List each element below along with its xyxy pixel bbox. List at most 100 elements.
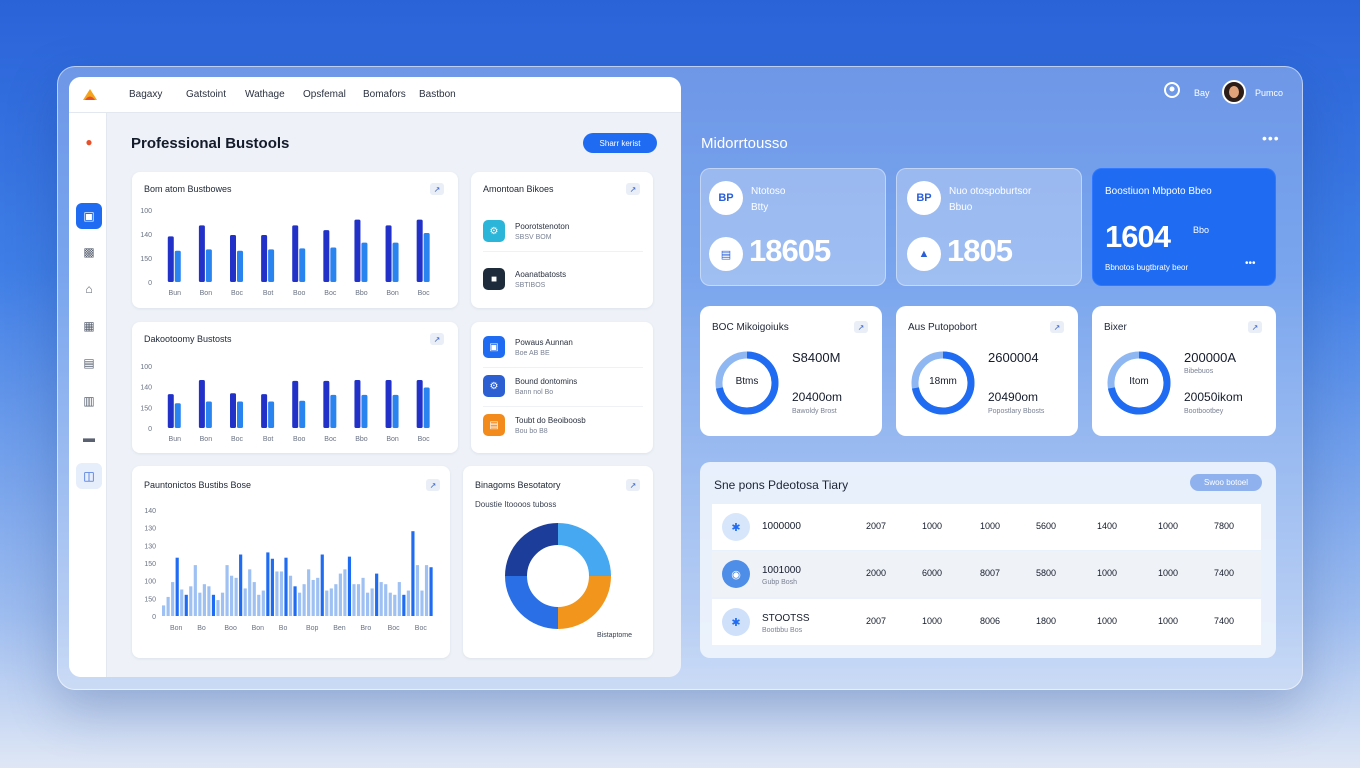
- notification-icon[interactable]: [1162, 80, 1182, 104]
- nav-item-6[interactable]: Bastbon: [419, 89, 456, 100]
- list-card-1: Amontoan Bikoes ↗ ⚙ Poorotstenoton SBSV …: [471, 172, 653, 308]
- primary-action-button[interactable]: Sharr kerist: [583, 133, 657, 153]
- bar: [198, 380, 205, 428]
- bar: [198, 225, 205, 282]
- bar: [174, 403, 181, 428]
- ring-progress: [1107, 351, 1171, 415]
- more-icon[interactable]: •••: [1245, 258, 1256, 269]
- card-icon[interactable]: ▬: [83, 431, 95, 445]
- nav-item-3[interactable]: Wathage: [245, 89, 285, 100]
- bar: [375, 573, 379, 616]
- stat-sub: Btty: [751, 202, 769, 213]
- table-row[interactable]: ✱ STOOTSS Bootbbu Bos 2007 1000 8006 180…: [712, 599, 1261, 645]
- table-action-button[interactable]: Swoo botoel: [1190, 474, 1262, 491]
- dashboard-icon[interactable]: ▣: [76, 203, 102, 229]
- page-title: Professional Bustools: [131, 135, 290, 152]
- stat-card-2[interactable]: BP Nuo otospoburtsor Bbuo ▲ 1805: [896, 168, 1082, 286]
- bar: [292, 225, 299, 282]
- bar: [284, 557, 288, 616]
- list-item[interactable]: ▣ Powaus Aunnan Boe AB BE: [483, 328, 643, 368]
- bar: [288, 575, 293, 616]
- list-1-title: Amontoan Bikoes: [483, 184, 554, 194]
- bar: [392, 394, 399, 428]
- x-tick-label: Bro: [360, 625, 371, 632]
- list-item[interactable]: ■ Aoanatbatosts SBTIBOS: [483, 260, 643, 300]
- expand-icon[interactable]: ↗: [430, 183, 444, 195]
- expand-icon[interactable]: ↗: [1050, 321, 1064, 333]
- ring-center-label: Btms: [735, 376, 759, 387]
- chart-1-title: Bom atom Bustbowes: [144, 184, 232, 194]
- bar: [316, 577, 320, 616]
- expand-icon[interactable]: ↗: [626, 183, 640, 195]
- bar: [230, 234, 236, 282]
- nav-item-1[interactable]: Bagaxy: [129, 89, 163, 100]
- x-tick-label: Boc: [231, 436, 244, 443]
- bar: [302, 584, 306, 616]
- cell: 1400: [1097, 521, 1118, 531]
- y-tick-label: 0: [152, 614, 156, 621]
- gallery-icon[interactable]: ▦: [83, 319, 95, 333]
- list-card-2: ▣ Powaus Aunnan Boe AB BE ⚙ Bound dontom…: [471, 322, 653, 453]
- bar: [257, 594, 261, 616]
- x-tick-label: Bot: [263, 436, 274, 443]
- folder-icon[interactable]: ▤: [83, 356, 95, 370]
- ring-value-1: 200000A: [1184, 350, 1237, 365]
- brand-icon[interactable]: ●: [85, 135, 93, 149]
- bar: [423, 387, 430, 428]
- nav-item-2[interactable]: Gatstoint: [186, 89, 227, 100]
- expand-icon[interactable]: ↗: [854, 321, 868, 333]
- apps-icon[interactable]: ◫: [76, 463, 102, 489]
- stat-sub: Bbuo: [949, 202, 973, 213]
- home-icon[interactable]: ⌂: [85, 282, 93, 296]
- x-tick-label: Ben: [333, 625, 346, 632]
- more-icon[interactable]: •••: [1262, 130, 1280, 146]
- expand-icon[interactable]: ↗: [1248, 321, 1262, 333]
- top-nav: Bagaxy Gatstoint Wathage Opsfemal Bomafo…: [69, 77, 681, 113]
- bar: [411, 531, 415, 616]
- list-item[interactable]: ⚙ Bound dontomins Bann nol Bo: [483, 367, 643, 407]
- bar: [174, 250, 181, 282]
- ring-card-1[interactable]: BOC Mikoigoiuks ↗ Btms S8400M 20400om Ba…: [700, 306, 882, 436]
- brand-logo-icon[interactable]: [81, 87, 99, 103]
- list-item-sub: Bann nol Bo: [515, 389, 554, 396]
- section-title: Midorrtousso: [701, 135, 788, 152]
- bar: [406, 590, 410, 616]
- inbox-icon[interactable]: ▩: [83, 245, 95, 259]
- donut-slice: [505, 575, 559, 629]
- x-tick-label: Bon: [252, 625, 265, 632]
- calendar-icon[interactable]: ▥: [83, 394, 95, 408]
- expand-icon[interactable]: ↗: [426, 479, 440, 491]
- expand-icon[interactable]: ↗: [626, 479, 640, 491]
- cell: 1000: [1158, 568, 1179, 578]
- cell: 2007: [866, 616, 887, 626]
- bar: [361, 242, 368, 282]
- expand-icon[interactable]: ↗: [430, 333, 444, 345]
- user-name[interactable]: Pumco: [1255, 88, 1284, 98]
- ring-title: Bixer: [1104, 322, 1127, 333]
- x-tick-label: Boo: [293, 436, 306, 443]
- avatar[interactable]: [1222, 80, 1246, 104]
- donut-slice: [557, 523, 611, 577]
- table-row[interactable]: ✱ 1000000 2007 1000 1000 5600 1400 1000 …: [712, 504, 1261, 550]
- ring-chart: [715, 351, 779, 415]
- user-label[interactable]: Bay: [1194, 88, 1210, 98]
- table-row[interactable]: ◉ 1001000 Gubp Bosh 2000 6000 8007 5800 …: [712, 551, 1261, 597]
- nav-item-5[interactable]: Bomafors: [363, 89, 406, 100]
- stat-card-3[interactable]: Boostiuon Mbpoto Bbeo 1604 Bbo Bbnotos b…: [1092, 168, 1276, 286]
- y-tick-label: 150: [140, 256, 152, 263]
- bar: [379, 582, 383, 616]
- bar: [429, 567, 433, 616]
- bar: [162, 605, 166, 616]
- donut-slice: [557, 575, 611, 629]
- stat-card-1[interactable]: BP Ntotoso Btty ▤ 18605: [700, 168, 886, 286]
- globe-icon: ◉: [722, 560, 750, 588]
- ring-card-3[interactable]: Bixer ↗ Itom 200000A Bibebuos 20050ikom …: [1092, 306, 1276, 436]
- bar: [230, 575, 234, 616]
- box-icon: ■: [483, 268, 505, 290]
- list-item-sub: Boe AB BE: [515, 350, 550, 357]
- nav-item-4[interactable]: Opsfemal: [303, 89, 346, 100]
- list-item[interactable]: ⚙ Poorotstenoton SBSV BOM: [483, 212, 643, 252]
- x-tick-label: Bon: [200, 436, 213, 443]
- list-item[interactable]: ▤ Toubt do Beoiboosb Bou bo B8: [483, 406, 643, 446]
- ring-card-2[interactable]: Aus Putopobort ↗ 18mm 2600004 20490om Po…: [896, 306, 1078, 436]
